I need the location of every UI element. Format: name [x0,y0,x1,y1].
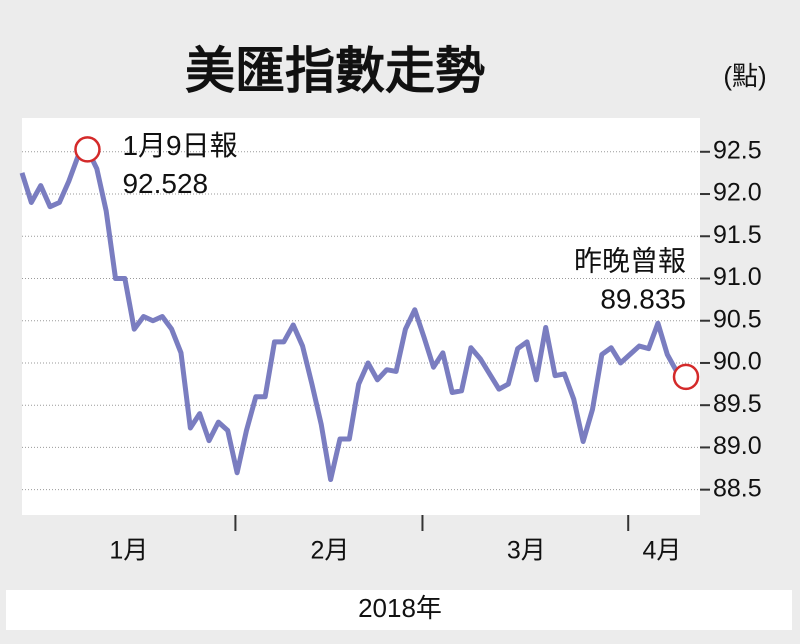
annotation: 1月9日報 [122,130,237,161]
y-tick-label: 89.5 [713,390,762,418]
x-tick-label: 4月 [642,537,681,565]
chart-title: 美匯指數走勢 [185,41,485,100]
x-axis-label: 2018年 [358,593,442,623]
y-tick-label: 90.5 [713,305,762,333]
y-tick-label: 92.5 [713,136,762,164]
highlight-marker [74,136,101,163]
data-line [19,146,688,483]
y-unit: (點) [723,61,766,91]
y-tick-label: 92.0 [713,179,762,207]
y-tick-label: 88.5 [713,474,762,502]
value-label: 89.835 [600,283,686,314]
y-tick-label: 91.0 [713,263,762,291]
y-tick-label: 89.0 [713,432,762,460]
x-tick-label: 1月 [109,537,148,565]
plot-area [22,118,700,515]
x-tick-label: 3月 [507,537,546,565]
x-tick-label: 2月 [310,537,349,565]
y-tick-label: 91.5 [713,221,762,249]
highlight-marker [672,363,700,391]
annotation: 昨晚曾報 [574,245,686,276]
y-tick-label: 90.0 [713,348,762,376]
x-label-band [6,590,792,630]
value-label: 92.528 [122,168,208,199]
